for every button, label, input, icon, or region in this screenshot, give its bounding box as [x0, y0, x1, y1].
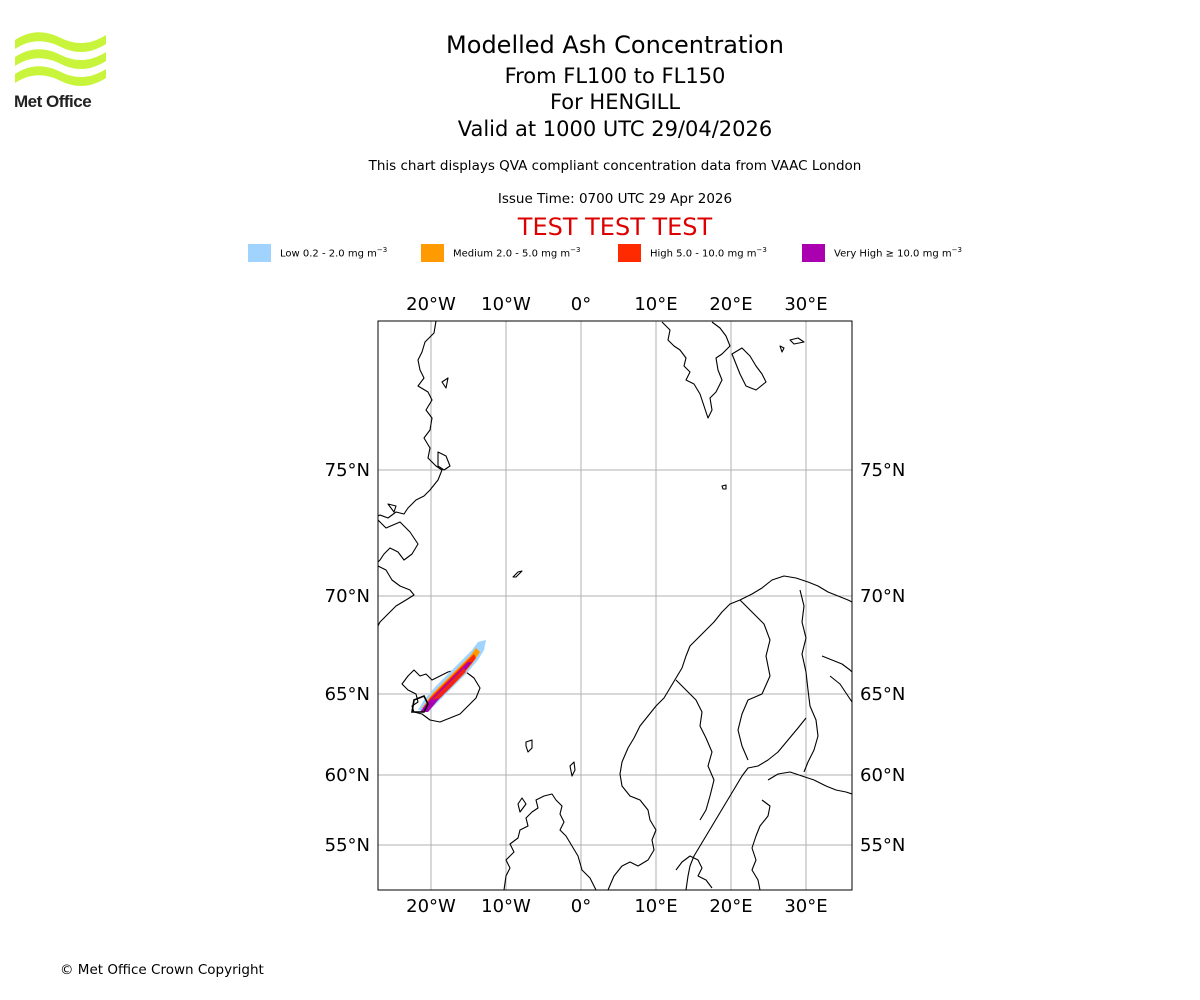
legend-label-high: High 5.0 - 10.0 mg m: [650, 248, 757, 260]
ash-plume: [411, 640, 486, 713]
greenland-island: [437, 451, 451, 471]
lat-label-right-70n: 70°N: [860, 586, 905, 607]
legend-label-very-high: Very High ≥ 10.0 mg m: [834, 248, 952, 260]
jan-mayen: [512, 570, 523, 578]
legend-item-low: Low 0.2 - 2.0 mg m−3: [248, 244, 387, 262]
map-frame: [377, 320, 853, 891]
legend: Low 0.2 - 2.0 mg m−3 Medium 2.0 - 5.0 mg…: [0, 244, 1200, 264]
lon-label-bottom-20w: 20°W: [406, 896, 456, 917]
logo-text: Met Office: [14, 92, 92, 111]
issue-time: Issue Time: 0700 UTC 29 Apr 2026: [497, 191, 733, 207]
legend-unit-low: −3: [376, 246, 388, 255]
gulf-of-finland: [767, 771, 852, 795]
legend-unit-high: −3: [756, 246, 767, 255]
legend-label-medium: Medium 2.0 - 5.0 mg m: [453, 248, 571, 260]
vent-marker: [411, 694, 429, 713]
kola-coast: [821, 655, 852, 703]
volcano-name: For HENGILL: [549, 90, 681, 114]
legend-item-very-high: Very High ≥ 10.0 mg m−3: [802, 244, 962, 262]
legend-swatch-medium: [421, 244, 444, 262]
hebrides: [517, 797, 527, 813]
shetland: [569, 761, 576, 777]
lon-label-bottom-10w: 10°W: [481, 896, 531, 917]
iceland-coast: [401, 669, 481, 723]
valid-time: Valid at 1000 UTC 29/04/2026: [457, 117, 773, 141]
faroe-islands: [525, 739, 533, 753]
lat-label-left-70n: 70°N: [325, 586, 370, 607]
lon-label-bottom-20e: 20°E: [709, 896, 752, 917]
norway-coast: [607, 575, 852, 890]
lon-label-bottom-0: 0°: [571, 896, 591, 917]
lon-label-bottom-10e: 10°E: [634, 896, 677, 917]
met-office-waves-icon: [15, 32, 106, 87]
lat-label-right-60n: 60°N: [860, 765, 905, 786]
lat-label-right-75n: 75°N: [860, 460, 905, 481]
lon-label-bottom-30e: 30°E: [784, 896, 827, 917]
finland-russia-border: [799, 589, 819, 773]
legend-unit-very-high: −3: [951, 246, 962, 255]
legend-swatch-high: [618, 244, 641, 262]
svalbard-coast: [661, 321, 731, 419]
lon-label-top-10w: 10°W: [481, 294, 531, 315]
baltic-states-coast: [751, 799, 771, 890]
ash-plume-high-core: [432, 668, 466, 700]
norway-sweden-border: [675, 679, 715, 821]
svalbard-east: [731, 347, 767, 391]
sweden-finland-border: [737, 599, 771, 761]
baltic-coast: [685, 717, 807, 890]
lat-label-left-65n: 65°N: [325, 684, 370, 705]
lon-label-top-30e: 30°E: [784, 294, 827, 315]
test-banner: TEST TEST TEST: [517, 213, 713, 241]
legend-swatch-very-high: [802, 244, 825, 262]
scotland-coast: [503, 793, 597, 890]
greenland-island-2: [441, 377, 449, 389]
legend-label-low: Low 0.2 - 2.0 mg m: [280, 248, 377, 260]
copyright-notice: © Met Office Crown Copyright: [60, 962, 264, 978]
lat-label-right-55n: 55°N: [860, 835, 905, 856]
map-gridlines: [378, 321, 852, 890]
lon-label-top-10e: 10°E: [634, 294, 677, 315]
svalbard-islet-2: [779, 345, 785, 353]
lon-label-top-20w: 20°W: [406, 294, 456, 315]
lon-label-top-20e: 20°E: [709, 294, 752, 315]
lat-label-left-75n: 75°N: [325, 460, 370, 481]
lat-label-right-65n: 65°N: [860, 684, 905, 705]
legend-swatch-low: [248, 244, 271, 262]
chart-title: Modelled Ash Concentration: [446, 31, 784, 59]
bear-island: [721, 484, 727, 490]
met-office-logo: Met Office: [14, 30, 109, 112]
lat-label-left-55n: 55°N: [325, 835, 370, 856]
flight-levels: From FL100 to FL150: [504, 64, 726, 88]
denmark-coast: [675, 855, 713, 889]
greenland-island-3: [387, 503, 397, 513]
lat-label-left-60n: 60°N: [325, 765, 370, 786]
legend-item-medium: Medium 2.0 - 5.0 mg m−3: [421, 244, 580, 262]
greenland-coast: [378, 321, 443, 627]
lon-label-top-0: 0°: [571, 294, 591, 315]
coastlines: [378, 321, 852, 890]
svalbard-islet: [789, 337, 805, 345]
legend-item-high: High 5.0 - 10.0 mg m−3: [618, 244, 767, 262]
legend-unit-medium: −3: [570, 246, 581, 255]
chart-description: This chart displays QVA compliant concen…: [368, 158, 862, 174]
